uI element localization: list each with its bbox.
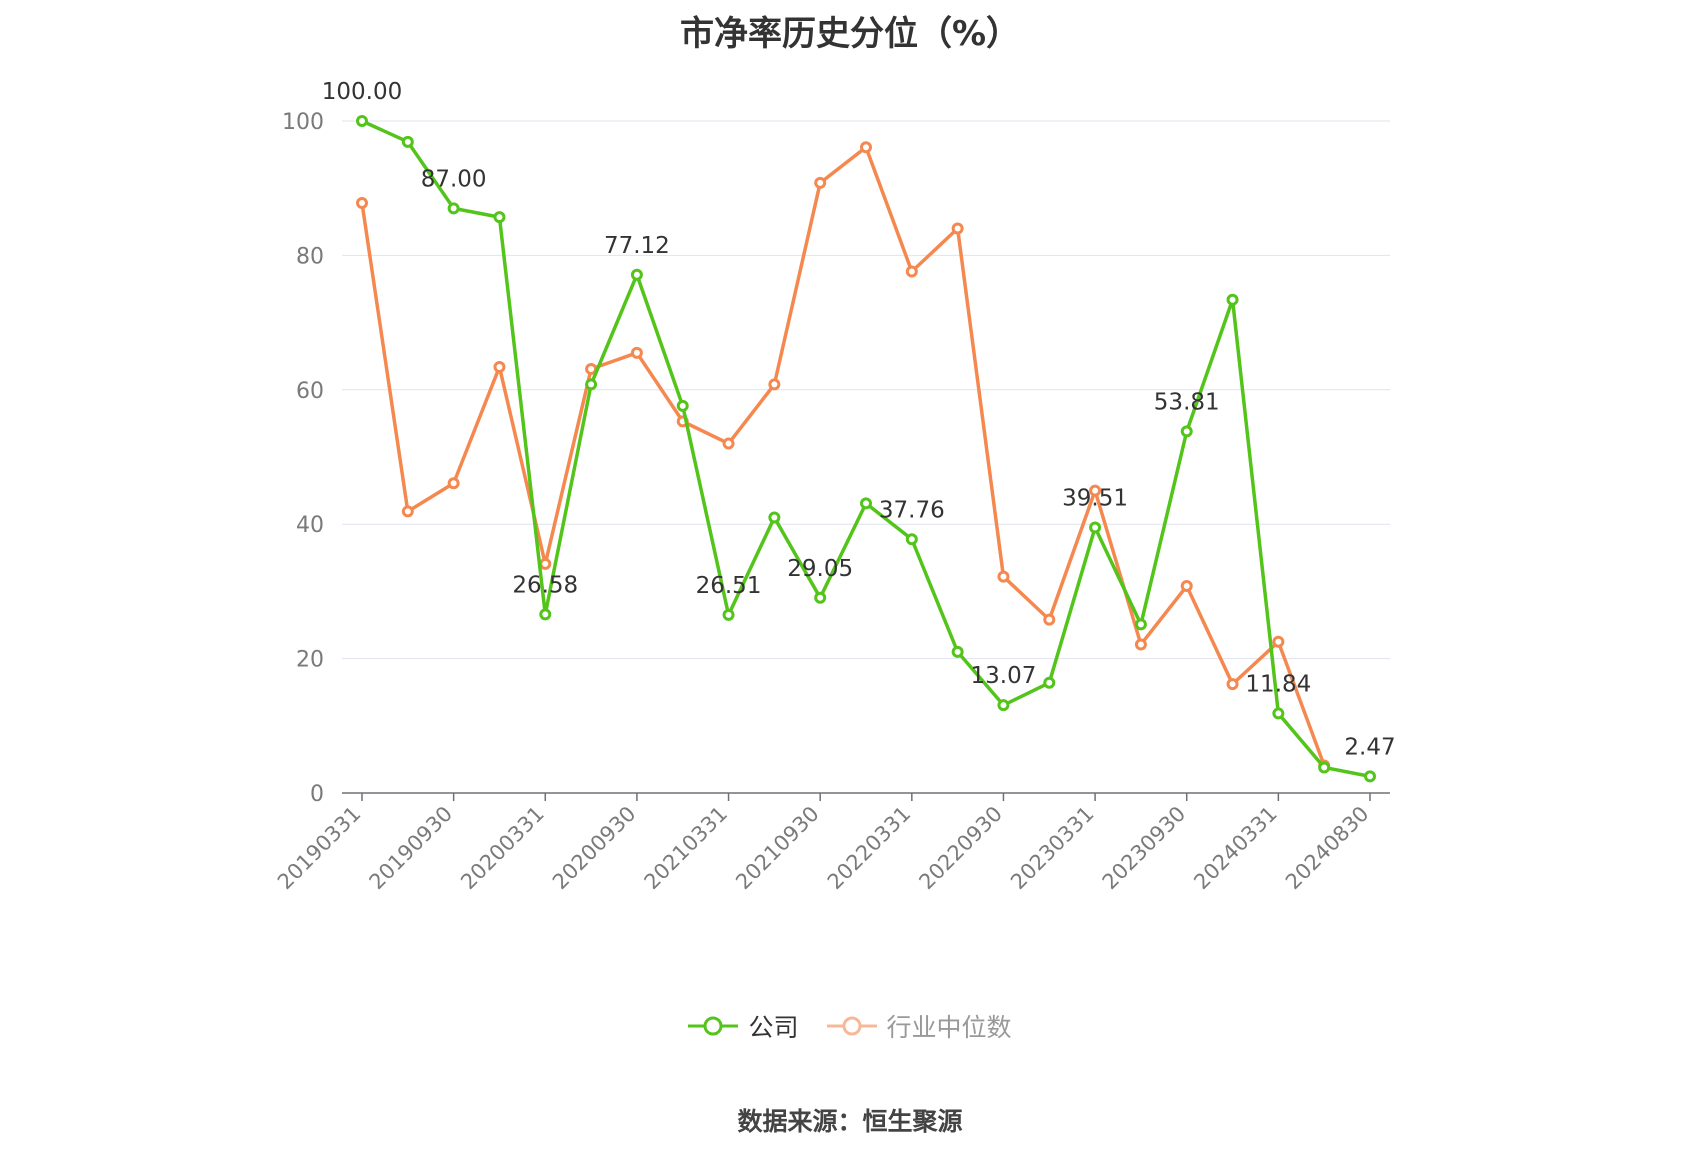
data-point xyxy=(1180,425,1193,438)
data-point xyxy=(1226,293,1239,306)
y-tick-label: 20 xyxy=(296,648,324,673)
data-point xyxy=(585,378,598,391)
data-point xyxy=(1180,580,1193,593)
data-point xyxy=(401,135,414,148)
data-point xyxy=(951,645,964,658)
data-labels: 100.00 87.00 26.58 77.12 26.51 29.05 37.76 13.0… xyxy=(322,79,1396,760)
series-line xyxy=(361,119,1371,779)
data-label: 2.47 xyxy=(1344,734,1395,760)
data-point xyxy=(630,346,643,359)
x-tick-label: 20220930 xyxy=(914,802,1007,895)
legend-company-line-icon xyxy=(688,1016,739,1036)
data-label: 37.76 xyxy=(879,497,945,523)
data-point xyxy=(997,570,1010,583)
data-point xyxy=(1134,638,1147,651)
data-point xyxy=(356,196,368,209)
data-point xyxy=(493,211,506,224)
y-tick-label: 0 xyxy=(310,782,324,807)
data-point xyxy=(722,608,735,621)
data-point xyxy=(1226,678,1239,691)
x-tick-label: 20240331 xyxy=(1189,802,1282,895)
data-label: 87.00 xyxy=(421,166,487,192)
data-point xyxy=(1272,635,1285,648)
data-point xyxy=(1089,521,1102,534)
data-point xyxy=(447,202,460,215)
legend-item-company[interactable]: 公司 xyxy=(688,1008,799,1044)
x-tick-label: 20190930 xyxy=(365,802,458,895)
data-point xyxy=(1364,770,1376,783)
data-label: 29.05 xyxy=(787,556,853,582)
data-point xyxy=(401,505,414,518)
y-tick-label: 80 xyxy=(296,244,324,269)
data-point xyxy=(905,533,918,546)
data-point xyxy=(722,437,735,450)
data-point xyxy=(860,497,872,510)
data-point xyxy=(860,141,872,154)
data-point xyxy=(630,268,643,281)
x-tick-label: 20190331 xyxy=(273,802,366,895)
data-point xyxy=(1134,618,1147,631)
data-point xyxy=(1318,761,1331,774)
x-tick-label: 20220331 xyxy=(823,802,916,895)
series xyxy=(356,115,1376,783)
legend-label-industry: 行业中位数 xyxy=(886,1013,1012,1042)
data-label: 77.12 xyxy=(604,233,670,259)
data-point xyxy=(997,699,1010,712)
axes: 0 20 40 60 80 100 20190331 20190930 20200331 2020… xyxy=(273,110,1390,894)
legend-industry-line-icon xyxy=(826,1016,877,1036)
x-tick-label: 20200930 xyxy=(548,802,641,895)
x-tick-label: 20210331 xyxy=(640,802,733,895)
data-point xyxy=(768,511,781,524)
data-point xyxy=(768,378,781,391)
y-tick-label: 60 xyxy=(296,379,324,404)
data-point xyxy=(1043,676,1056,689)
data-point xyxy=(905,265,918,278)
legend: 公司 行业中位数 xyxy=(0,1008,1700,1044)
data-label: 53.81 xyxy=(1154,389,1220,415)
x-tick-label: 20210930 xyxy=(731,802,824,895)
data-point xyxy=(814,176,827,189)
data-point xyxy=(951,222,964,235)
data-point xyxy=(585,362,598,375)
data-label: 100.00 xyxy=(322,79,402,105)
legend-label-company: 公司 xyxy=(748,1013,799,1042)
series-company xyxy=(356,115,1376,783)
data-source-note: 数据来源：恒生聚源 xyxy=(737,1107,963,1136)
data-point xyxy=(1272,707,1285,720)
data-point xyxy=(539,557,552,570)
y-tick-label: 40 xyxy=(296,513,324,538)
data-label: 13.07 xyxy=(971,663,1037,689)
data-label: 26.58 xyxy=(512,572,578,598)
y-tick-label: 100 xyxy=(282,110,324,135)
data-point xyxy=(356,115,368,127)
data-label: 11.84 xyxy=(1245,671,1311,697)
data-point xyxy=(1089,484,1102,497)
series-line xyxy=(360,145,1326,767)
data-point xyxy=(493,360,506,373)
grid-lines xyxy=(342,120,1390,660)
data-point xyxy=(1043,613,1056,626)
x-tick-label: 20230930 xyxy=(1098,802,1191,895)
x-tick-label: 20200331 xyxy=(456,802,549,895)
x-tick-label: 20230331 xyxy=(1006,802,1099,895)
chart-title: 市净率历史分位（%） xyxy=(679,14,1021,54)
data-label: 26.51 xyxy=(696,573,762,599)
legend-item-industry[interactable]: 行业中位数 xyxy=(826,1008,1012,1044)
x-tick-label: 20240830 xyxy=(1281,802,1374,895)
data-point xyxy=(447,477,460,490)
data-label: 39.51 xyxy=(1062,485,1128,511)
data-point xyxy=(676,399,689,412)
series-industry xyxy=(356,141,1331,772)
data-point xyxy=(814,591,827,604)
data-point xyxy=(539,608,552,621)
